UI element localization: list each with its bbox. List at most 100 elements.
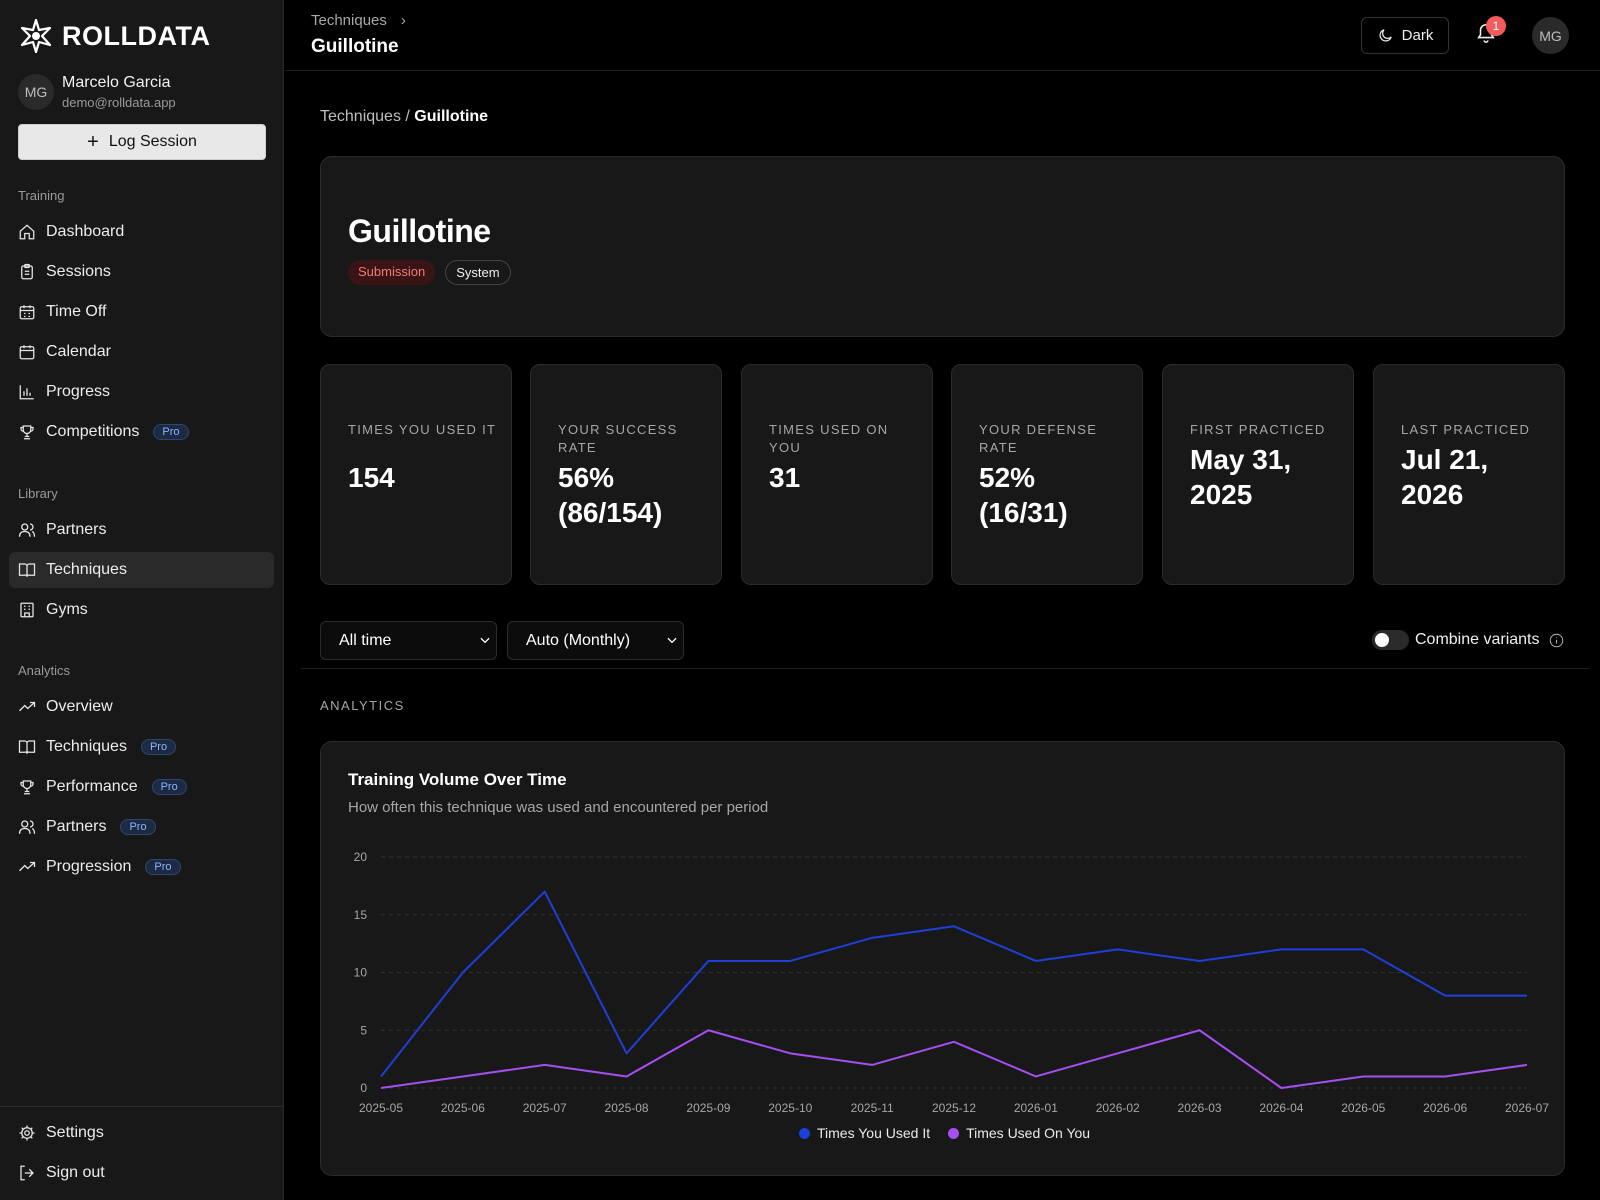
avatar[interactable]: MG xyxy=(1532,17,1569,54)
line-chart: 0 5 10 15 20 2025-05 2025-06 2025-07 2025-08 2025… xyxy=(354,850,1550,1115)
legend-label: Times You Used It xyxy=(817,1125,931,1141)
trend-icon xyxy=(18,858,36,876)
sidebar-item-label: Partners xyxy=(46,521,107,538)
legend-dot-series-1 xyxy=(948,1127,960,1139)
analytics-heading: ANALYTICS xyxy=(320,698,405,713)
avatar: MG xyxy=(18,74,54,110)
sidebar-item-techniques[interactable]: Techniques xyxy=(9,552,274,588)
stat-value: Jul 21, 2026 xyxy=(1401,444,1489,510)
logout-icon xyxy=(18,1164,36,1182)
x-tick-label: 2025-05 xyxy=(359,1101,403,1115)
y-tick-label: 20 xyxy=(354,850,368,864)
bar-chart-icon xyxy=(18,383,36,401)
sidebar-item-competitions[interactable]: Competitions Pro xyxy=(9,414,274,450)
sidebar-item-analytics-partners[interactable]: Partners Pro xyxy=(9,809,274,845)
stat-label: First Practiced xyxy=(1190,422,1326,437)
pro-badge: Pro xyxy=(153,424,189,440)
sidebar-divider xyxy=(0,1106,284,1107)
stat-label: Last Practiced xyxy=(1401,422,1531,437)
log-session-label: Log Session xyxy=(108,133,197,150)
book-icon xyxy=(18,738,36,756)
sidebar-item-label: Progress xyxy=(46,383,111,400)
topbar-breadcrumb-parent[interactable]: Techniques xyxy=(311,12,387,29)
x-tick-label: 2025-10 xyxy=(768,1101,812,1115)
sidebar-item-label: Calendar xyxy=(46,343,111,360)
combine-variants-label: Combine variants xyxy=(1415,631,1540,648)
sidebar-item-label: Gyms xyxy=(46,601,88,618)
sidebar-item-label: Overview xyxy=(46,698,113,715)
stat-value: 56% (86/154) xyxy=(558,462,663,528)
nav-section-library: Library xyxy=(18,486,58,501)
technique-tags: Submission System xyxy=(348,260,511,285)
sidebar-item-overview[interactable]: Overview xyxy=(9,689,274,725)
stat-value: 52% (16/31) xyxy=(979,462,1068,528)
sidebar-item-progression[interactable]: Progression Pro xyxy=(9,849,274,885)
sidebar-item-partners[interactable]: Partners xyxy=(9,512,274,548)
technique-title: Guillotine xyxy=(348,213,491,249)
x-tick-label: 2025-12 xyxy=(932,1101,976,1115)
sidebar-item-label: Sign out xyxy=(46,1164,105,1181)
sidebar: ROLLDATA MG Marcelo Garcia demo@rolldata… xyxy=(0,0,284,1200)
x-tick-label: 2025-09 xyxy=(686,1101,730,1115)
sidebar-item-progress[interactable]: Progress xyxy=(9,374,274,410)
series-line-1 xyxy=(380,1029,1528,1089)
sidebar-item-label: Sessions xyxy=(46,263,111,280)
legend-item[interactable]: Times You Used It xyxy=(799,1125,930,1141)
interval-value: Auto (Monthly) xyxy=(526,631,631,649)
brand[interactable]: ROLLDATA xyxy=(18,18,210,54)
y-tick-label: 0 xyxy=(360,1081,367,1095)
stat-value: May 31, 2025 xyxy=(1190,444,1292,510)
sidebar-item-settings[interactable]: Settings xyxy=(9,1115,274,1151)
chart-subtitle: How often this technique was used and en… xyxy=(348,799,769,816)
legend-label: Times Used On You xyxy=(966,1125,1091,1141)
sidebar-item-sign-out[interactable]: Sign out xyxy=(9,1155,274,1191)
chevron-down-icon xyxy=(665,633,679,647)
sidebar-item-sessions[interactable]: Sessions xyxy=(9,254,274,290)
stat-card-first-practiced: First Practiced May 31, 2025 xyxy=(1162,364,1354,585)
gear-icon xyxy=(18,1124,36,1142)
sidebar-item-label: Settings xyxy=(46,1124,104,1141)
trophy-icon xyxy=(18,778,36,796)
sidebar-item-analytics-techniques[interactable]: Techniques Pro xyxy=(9,729,274,765)
sidebar-item-calendar[interactable]: Calendar xyxy=(9,334,274,370)
legend-item[interactable]: Times Used On You xyxy=(948,1125,1090,1141)
chevron-right-icon: › xyxy=(400,12,406,29)
sidebar-item-performance[interactable]: Performance Pro xyxy=(9,769,274,805)
rolldata-logo-icon xyxy=(20,18,52,54)
page-title: Guillotine xyxy=(311,36,399,57)
stat-card-success-rate: Your Success Rate 56% (86/154) xyxy=(530,364,722,585)
log-session-button[interactable]: + Log Session xyxy=(18,124,266,160)
stat-label: Times Used On You xyxy=(769,422,889,455)
pro-badge: Pro xyxy=(151,779,187,795)
y-tick-label: 5 xyxy=(360,1023,367,1037)
x-tick-label: 2025-11 xyxy=(851,1101,894,1115)
training-volume-chart-card: Training Volume Over Time How often this… xyxy=(320,741,1565,1176)
breadcrumb-current: Guillotine xyxy=(414,108,489,125)
sidebar-item-dashboard[interactable]: Dashboard xyxy=(9,214,274,250)
building-icon xyxy=(18,601,36,619)
stat-label: Your Defense Rate xyxy=(979,422,1098,455)
users-icon xyxy=(18,818,36,836)
sidebar-item-time-off[interactable]: Time Off xyxy=(9,294,274,330)
user-profile[interactable]: MG Marcelo Garcia demo@rolldata.app xyxy=(18,74,176,110)
pro-badge: Pro xyxy=(120,819,156,835)
calendar-icon xyxy=(18,343,36,361)
user-email: demo@rolldata.app xyxy=(62,95,176,110)
sidebar-item-label: Performance xyxy=(46,778,138,795)
topbar-breadcrumb: Techniques › xyxy=(311,12,406,29)
interval-select[interactable]: Auto (Monthly) xyxy=(507,621,684,660)
stat-label: Your Success Rate xyxy=(558,422,678,455)
theme-toggle-button[interactable]: Dark xyxy=(1361,17,1449,54)
info-icon[interactable] xyxy=(1549,633,1564,648)
toggle-knob xyxy=(1375,633,1389,647)
time-range-select[interactable]: All time xyxy=(320,621,497,660)
sidebar-item-gyms[interactable]: Gyms xyxy=(9,592,274,628)
breadcrumb-parent[interactable]: Techniques xyxy=(320,108,401,125)
home-icon xyxy=(18,223,36,241)
legend-dot-series-0 xyxy=(799,1127,810,1139)
combine-variants-toggle[interactable] xyxy=(1372,630,1409,650)
x-tick-label: 2026-06 xyxy=(1423,1101,1467,1115)
sidebar-item-label: Time Off xyxy=(46,303,107,320)
x-tick-label: 2026-05 xyxy=(1341,1101,1385,1115)
stat-label: Times You Used It xyxy=(348,422,497,437)
